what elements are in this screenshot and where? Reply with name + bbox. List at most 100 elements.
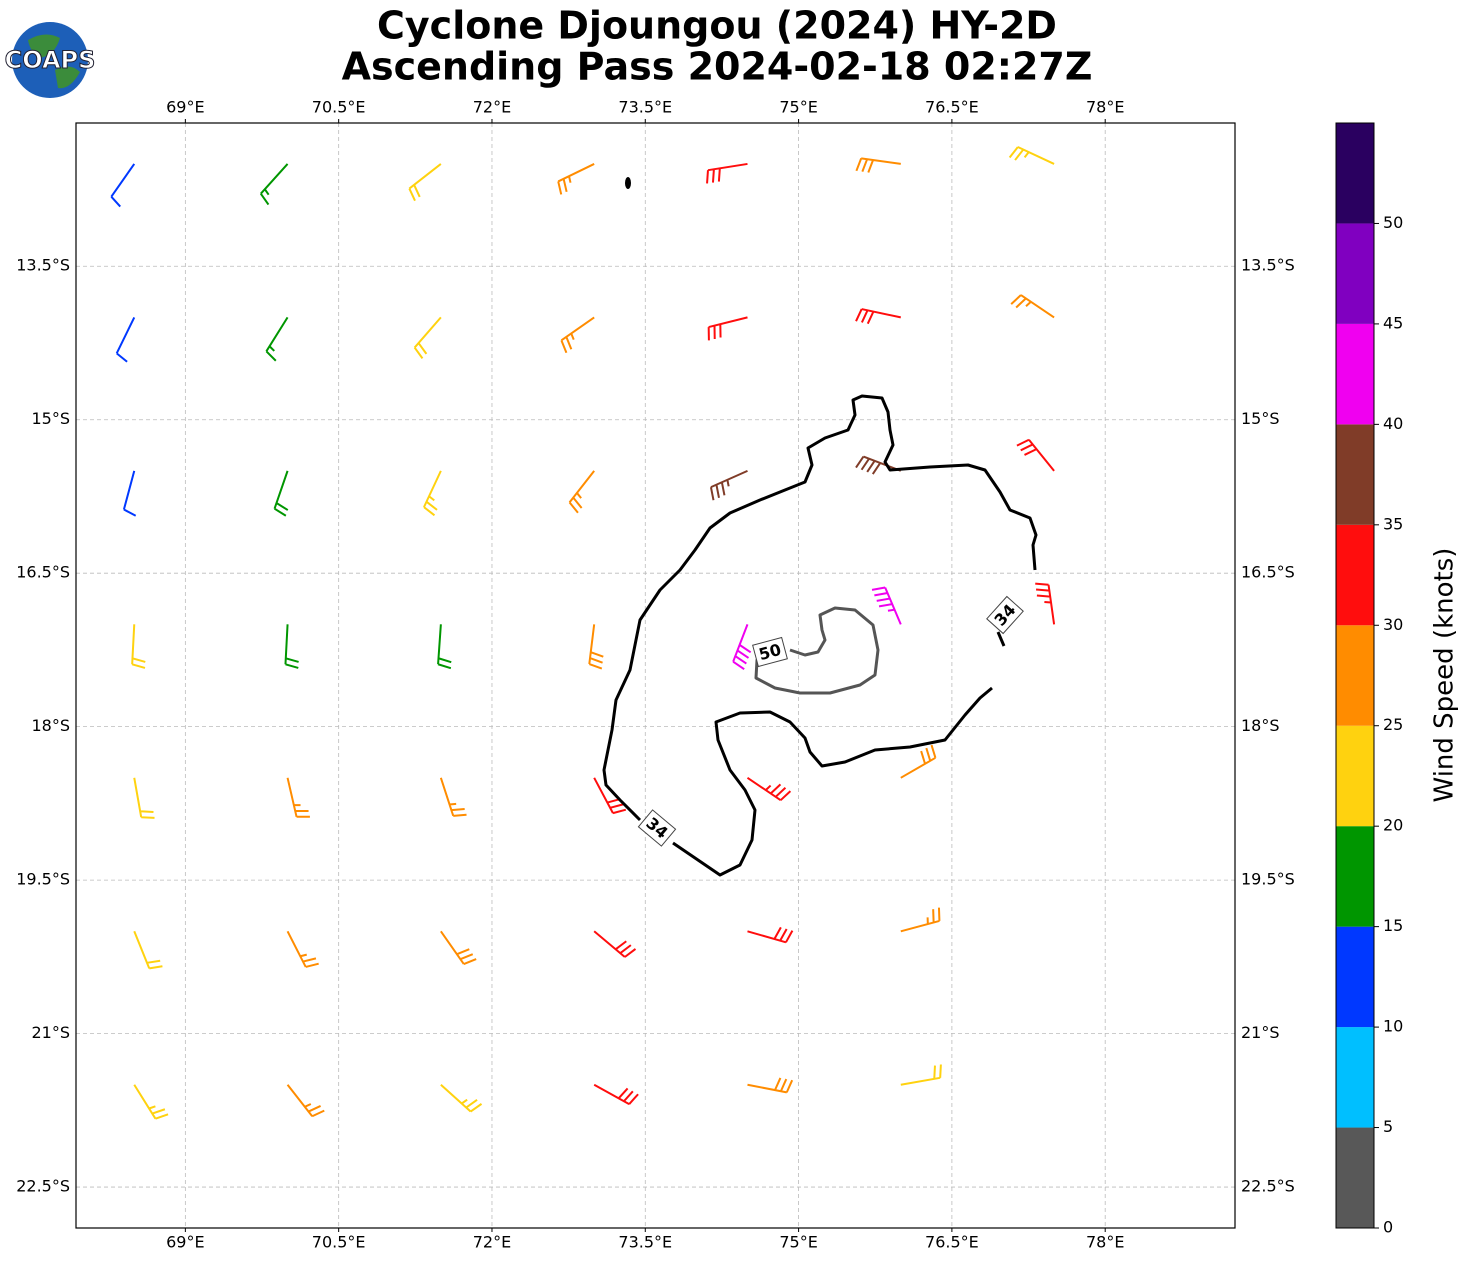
barb-staff: [413, 316, 442, 359]
y-tick-label: 22.5°S: [1241, 1177, 1295, 1196]
wind-barb: [900, 907, 941, 933]
barb-staff: [871, 586, 902, 625]
wind-barb: [286, 1084, 325, 1118]
wind-barb: [709, 469, 748, 501]
barb-staff: [593, 930, 637, 958]
map-frame: [75, 122, 1236, 1229]
colorbar-segment: [1336, 524, 1374, 626]
x-tick-label: 69°E: [166, 1233, 204, 1252]
y-tick-label: 18°S: [31, 716, 70, 735]
barb-staff: [706, 162, 748, 184]
colorbar-tick-label: 0: [1383, 1218, 1393, 1237]
barb-staff: [709, 469, 748, 501]
wind-barb: [439, 777, 467, 817]
barb-staff: [855, 455, 902, 475]
barb-staff: [1035, 582, 1056, 625]
contour-34: [672, 686, 993, 877]
wind-barb: [557, 163, 595, 195]
barb-staff: [855, 157, 901, 173]
x-tick-label: 76.5°E: [925, 1233, 979, 1252]
barb-staff: [1010, 294, 1055, 319]
contour-label-box: 50: [752, 636, 788, 668]
barb-staff: [747, 926, 794, 944]
grid-layer: [76, 123, 1235, 1228]
x-tick-label: 69°E: [166, 98, 204, 117]
barb-staff: [439, 777, 467, 817]
contour-label-box: 34: [637, 809, 677, 847]
x-tick-label: 75°E: [779, 1233, 817, 1252]
y-tick-label: 13.5°S: [16, 256, 70, 275]
barb-staff: [286, 1084, 325, 1118]
barb-staff: [560, 316, 595, 354]
barb-staff: [284, 624, 299, 669]
colorbar-tick-label: 50: [1383, 213, 1403, 232]
x-tick-label: 70.5°E: [312, 98, 366, 117]
wind-barb: [747, 926, 794, 944]
y-tick-label: 16.5°S: [16, 563, 70, 582]
wind-barb: [707, 316, 748, 341]
barb-staff: [900, 1064, 942, 1086]
wind-barb: [284, 624, 299, 669]
barb-staff: [110, 163, 136, 208]
wind-barb: [1016, 438, 1055, 472]
barb-staff: [900, 744, 937, 779]
barb-staff: [557, 163, 595, 195]
wind-barb: [437, 624, 452, 670]
title-line-2: Ascending Pass 2024-02-18 02:27Z: [342, 45, 1093, 89]
wind-barb: [706, 162, 748, 184]
colorbar-tick-label: 5: [1383, 1117, 1393, 1136]
wind-barb: [259, 163, 289, 206]
contour-label-box: 34: [986, 595, 1024, 635]
wind-barb: [133, 930, 163, 970]
colorbar-segment: [1336, 826, 1374, 927]
wind-barb: [273, 470, 289, 517]
wind-barb: [593, 930, 637, 958]
x-tick-label: 72°E: [473, 98, 511, 117]
x-tick-label: 72°E: [473, 1233, 511, 1252]
x-tick-label: 75°E: [779, 98, 817, 117]
y-tick-label: 16.5°S: [1241, 563, 1295, 582]
y-tick-label: 15°S: [31, 409, 70, 428]
wind-barb: [1035, 582, 1056, 625]
wind-barb: [593, 777, 627, 815]
contour-50: [754, 606, 880, 695]
wind-barb: [588, 624, 604, 670]
barb-staff: [1016, 438, 1055, 472]
barb-staff: [133, 1084, 169, 1120]
logo-text: COAPS: [5, 46, 96, 74]
y-tick-label: 21°S: [1241, 1023, 1280, 1042]
wind-barb: [747, 1077, 794, 1094]
x-tick-label: 70.5°E: [312, 1233, 366, 1252]
wind-barb: [413, 316, 442, 359]
wind-barb: [560, 316, 595, 354]
wind-barb: [131, 624, 146, 669]
title-line-1: Cyclone Djoungou (2024) HY-2D: [377, 4, 1057, 48]
barb-staff: [423, 470, 442, 517]
barb-staff: [408, 163, 442, 202]
logo: COAPS: [4, 22, 96, 98]
barb-staff: [593, 777, 627, 815]
colorbar-tick-label: 45: [1383, 313, 1403, 332]
barb-staff: [707, 316, 748, 341]
island: [625, 177, 631, 189]
x-tick-label: 73.5°E: [618, 1233, 672, 1252]
barb-staff: [259, 163, 289, 206]
y-tick-label: 18°S: [1241, 716, 1280, 735]
barb-staff: [900, 907, 941, 933]
y-tick-label: 19.5°S: [1241, 870, 1295, 889]
wind-barb: [110, 163, 136, 208]
y-tick-label: 15°S: [1241, 409, 1280, 428]
colorbar-segment: [1336, 625, 1374, 726]
wind-barb: [855, 157, 901, 173]
barb-staff: [115, 316, 136, 363]
wind-barb: [122, 470, 137, 517]
barb-staff: [265, 316, 289, 362]
wind-barb: [286, 777, 310, 818]
wind-barb: [440, 1084, 483, 1113]
colorbar: 0 5 10 15 20 25 30 35 40 45 50: [1335, 122, 1403, 1237]
wind-barb: [855, 455, 902, 475]
barb-staff: [437, 624, 452, 670]
contours: 34 34 50: [602, 394, 1038, 877]
colorbar-segment: [1336, 323, 1374, 425]
